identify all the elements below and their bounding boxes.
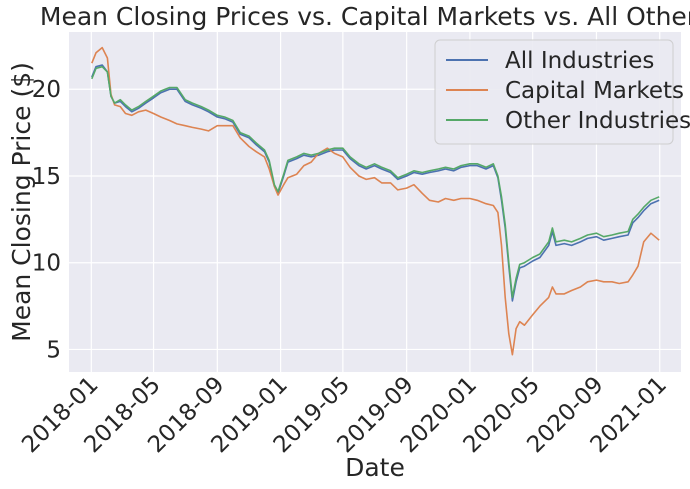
x-axis-label: Date xyxy=(345,453,405,482)
series-line-other-industries xyxy=(91,65,660,299)
legend-label-all-industries: All Industries xyxy=(505,48,654,74)
legend: All Industries Capital Markets Other Ind… xyxy=(434,39,690,145)
series-lines xyxy=(91,46,660,356)
y-axis-label: Mean Closing Price ($) xyxy=(7,62,36,342)
legend-box xyxy=(434,39,674,145)
legend-label-other-industries: Other Industries xyxy=(505,108,690,134)
series-line-capital-markets xyxy=(91,46,660,356)
y-tick-label: 15 xyxy=(32,164,61,190)
y-tick-label: 10 xyxy=(32,251,61,277)
y-axis-ticks: 5 10 15 20 xyxy=(32,77,61,363)
y-tick-label: 20 xyxy=(32,77,61,103)
chart-title: Mean Closing Prices vs. Capital Markets … xyxy=(40,2,690,31)
legend-label-capital-markets: Capital Markets xyxy=(505,78,684,104)
y-tick-label: 5 xyxy=(46,337,61,363)
series-line-all-industries xyxy=(91,64,660,302)
